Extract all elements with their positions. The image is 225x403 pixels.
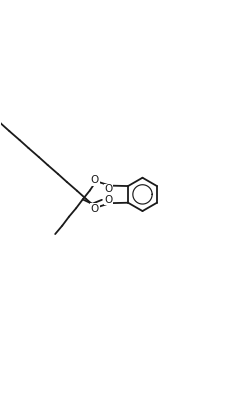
Text: O: O xyxy=(91,204,99,214)
Text: O: O xyxy=(104,184,113,194)
Text: O: O xyxy=(104,195,113,205)
Text: O: O xyxy=(91,175,99,185)
